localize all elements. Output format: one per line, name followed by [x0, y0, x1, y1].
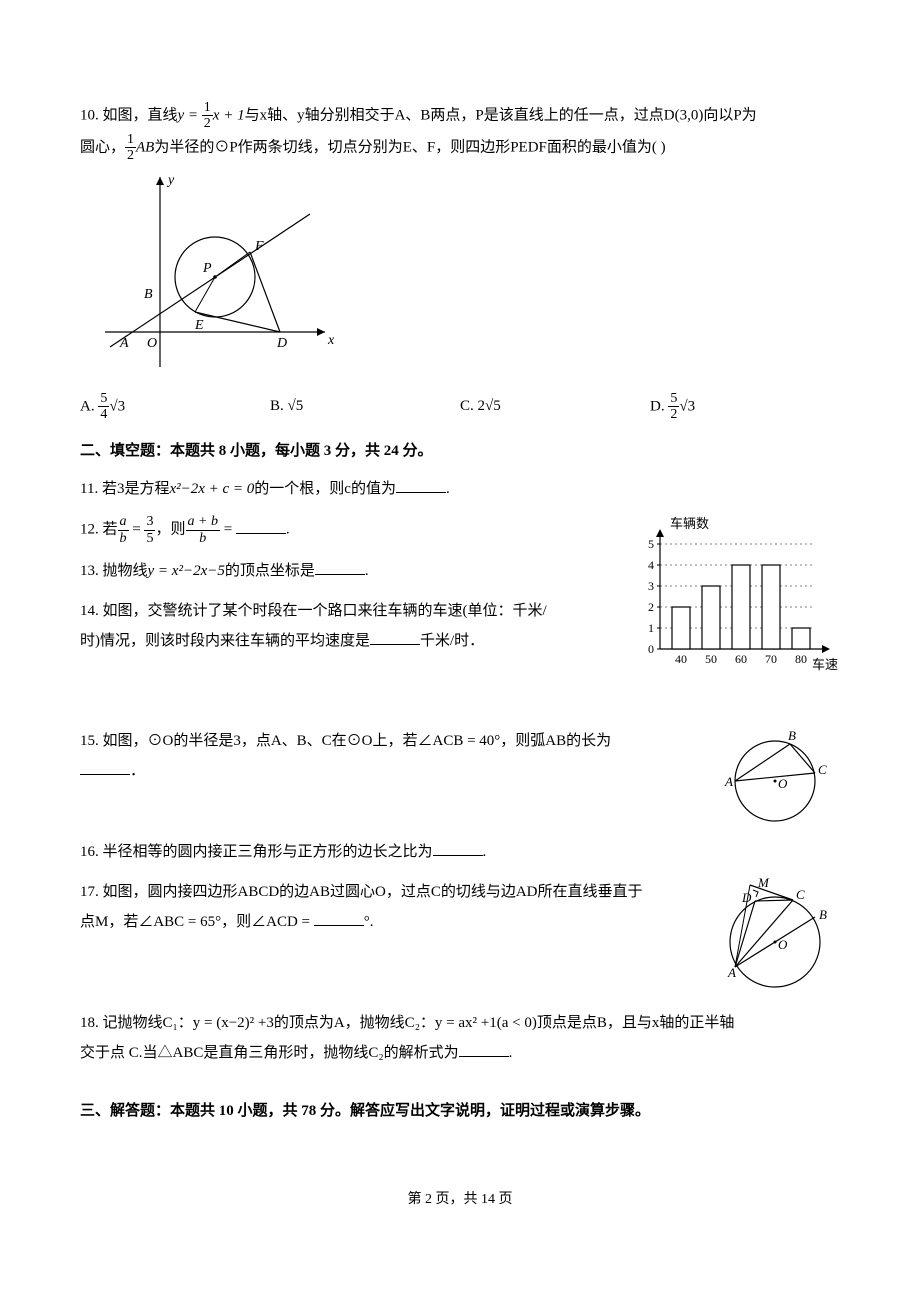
question-18: 18. 记抛物线C₁：y = (x−2)² +3的顶点为A，抛物线C₂：y = … [80, 1008, 840, 1068]
section-2-heading: 二、填空题：本题共 8 小题，每小题 3 分，共 24 分。 [80, 436, 840, 466]
q10-options: A. 54√3 B. √5 C. 2√5 D. 52√3 [80, 391, 840, 423]
q11-post: 的一个根，则c的值为 [254, 481, 396, 497]
q12-eq: = [220, 522, 236, 538]
svg-text:E: E [194, 318, 204, 333]
q10-frac2: 12 [125, 132, 136, 164]
svg-text:P: P [202, 261, 212, 276]
q15-end: ． [130, 763, 145, 779]
q18-pre: 18. 记抛物线C₁：y = (x−2)² +3的顶点为A，抛物线C₂：y = … [80, 1015, 734, 1031]
q10-option-d: D. 52√3 [650, 391, 840, 423]
question-11: 11. 若3是方程x²−2x + c = 0的一个根，则c的值为. [80, 474, 840, 504]
q13-blank [315, 560, 365, 575]
q12-frac1: ab [118, 514, 129, 546]
q18-blank [459, 1042, 509, 1057]
q13-end: . [365, 563, 369, 579]
q15-pre: 15. 如图，⊙O的半径是3，点A、B、C在⊙O上，若∠ACB = 40°，则弧… [80, 733, 611, 749]
svg-text:O: O [147, 336, 157, 351]
q14-line2: 时)情况，则该时段内来往车辆的平均速度是 [80, 633, 370, 649]
svg-text:F: F [254, 239, 264, 254]
question-12: 12. 若ab = 35，则a + bb = . [80, 514, 840, 546]
q17-pre: 17. 如图，圆内接四边形ABCD的边AB过圆心O，过点C的切线与边AD所在直线… [80, 884, 643, 900]
page-footer: 第 2 页，共 14 页 [80, 1186, 840, 1214]
question-17: 17. 如图，圆内接四边形ABCD的边AB过圆心O，过点C的切线与边AD所在直线… [80, 877, 840, 997]
q15-blank [80, 760, 130, 775]
q11-blank [396, 478, 446, 493]
q16-blank [433, 841, 483, 856]
q10-eq1: y = [178, 107, 202, 123]
q12-mid: = [129, 522, 145, 538]
q12-pre: 12. 若 [80, 522, 118, 538]
q14-post: 千米/时． [420, 633, 484, 649]
q18-end: . [509, 1045, 513, 1061]
svg-text:x: x [327, 333, 335, 348]
q17-line2b: °. [364, 914, 374, 930]
q10-text-4: 为半径的⊙P作两条切线，切点分别为E、F，则四边形PEDF面积的最小值为( ) [154, 139, 665, 155]
q13-eq: y = x²−2x−5 [148, 563, 225, 579]
q17-line2a: 点M，若∠ABC = 65°，则∠ACD = [80, 914, 314, 930]
question-10: 10. 如图，直线y = 12x + 1与x轴、y轴分别相交于A、B两点，P是该… [80, 100, 840, 422]
question-14: 14. 如图，交警统计了某个时段在一个路口来往车辆的车速(单位：千米/ 时)情况… [80, 596, 840, 716]
q10-text-3: 圆心， [80, 139, 125, 155]
svg-text:D: D [276, 336, 287, 351]
question-13: 13. 抛物线y = x²−2x−5的顶点坐标是. [80, 556, 840, 586]
q16-end: . [483, 844, 487, 860]
q10-figure: y x A B O P E F D [100, 172, 840, 383]
svg-text:y: y [166, 173, 175, 188]
q10-option-c: C. 2√5 [460, 391, 650, 423]
q12-end: . [286, 522, 290, 538]
q13-pre: 13. 抛物线 [80, 563, 148, 579]
q13-post: 的顶点坐标是 [225, 563, 315, 579]
q17-blank [314, 911, 364, 926]
q10-text-1: 10. 如图，直线 [80, 107, 178, 123]
q16-pre: 16. 半径相等的圆内接正三角形与正方形的边长之比为 [80, 844, 433, 860]
q11-eq: x²−2x + c = 0 [169, 481, 254, 497]
question-15: 15. 如图，⊙O的半径是3，点A、B、C在⊙O上，若∠ACB = 40°，则弧… [80, 726, 840, 816]
q11-pre: 11. 若3是方程 [80, 481, 169, 497]
q11-end: . [446, 481, 450, 497]
q14-pre: 14. 如图，交警统计了某个时段在一个路口来往车辆的车速(单位：千米/ [80, 603, 547, 619]
q10-text-2: 与x轴、y轴分别相交于A、B两点，P是该直线上的任一点，过点D(3,0)向以P为 [245, 107, 757, 123]
question-16: 16. 半径相等的圆内接正三角形与正方形的边长之比为. [80, 837, 840, 867]
q18-line2: 交于点 C.当△ABC是直角三角形时，抛物线C₂的解析式为 [80, 1045, 459, 1061]
q10-eq2: AB [136, 139, 154, 155]
q12-frac2: 35 [144, 514, 155, 546]
q12-blank [236, 519, 286, 534]
svg-text:A: A [119, 336, 129, 351]
svg-text:B: B [144, 287, 153, 302]
q10-option-b: B. √5 [270, 391, 460, 423]
q12-frac3: a + bb [186, 514, 220, 546]
q12-post: ，则 [155, 522, 185, 538]
q14-blank [370, 630, 420, 645]
q10-eq1-post: x + 1 [213, 107, 245, 123]
q10-frac1: 12 [202, 100, 213, 132]
section-3-heading: 三、解答题：本题共 10 小题，共 78 分。解答应写出文字说明，证明过程或演算… [80, 1096, 840, 1126]
q10-option-a: A. 54√3 [80, 391, 270, 423]
